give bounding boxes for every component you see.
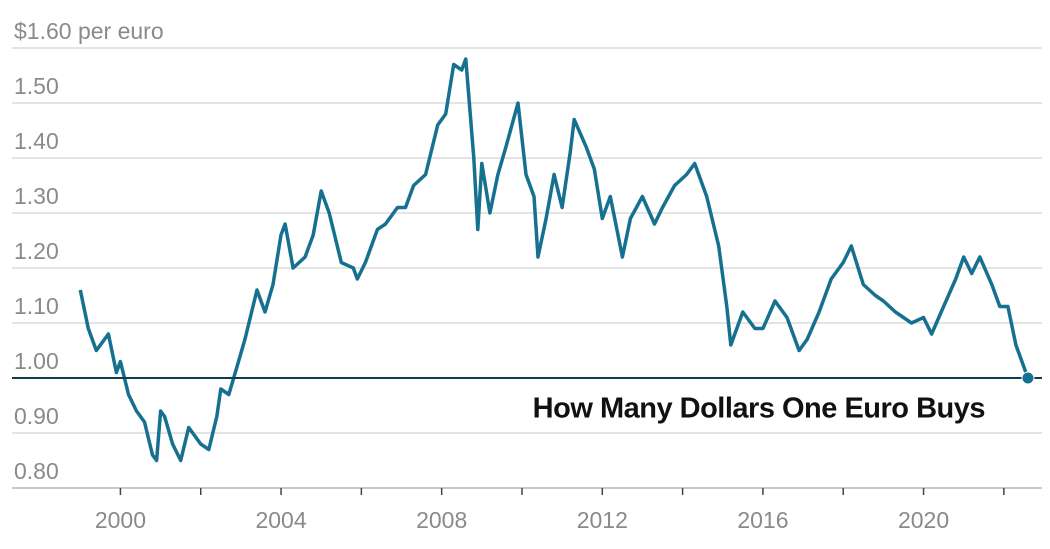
x-tick-label: 2008 — [416, 507, 467, 533]
x-tick-label: 2000 — [95, 507, 146, 533]
x-tick-label: 2020 — [898, 507, 949, 533]
y-tick-label: 1.30 — [14, 183, 59, 209]
y-tick-label: 0.90 — [14, 403, 59, 429]
x-tick-label: 2004 — [255, 507, 306, 533]
chart-title: How Many Dollars One Euro Buys — [533, 393, 985, 425]
series-line — [78, 57, 1030, 463]
y-tick-label: $1.60 per euro — [14, 18, 164, 44]
y-tick-label: 1.10 — [14, 293, 59, 319]
y-tick-label: 1.20 — [14, 238, 59, 264]
y-tick-label: 1.40 — [14, 128, 59, 154]
end-point — [1021, 371, 1035, 385]
y-tick-label: 1.00 — [14, 348, 59, 374]
y-tick-label: 0.80 — [14, 458, 59, 484]
x-tick-label: 2012 — [577, 507, 628, 533]
y-tick-label: 1.50 — [14, 73, 59, 99]
x-tick-label: 2016 — [737, 507, 788, 533]
